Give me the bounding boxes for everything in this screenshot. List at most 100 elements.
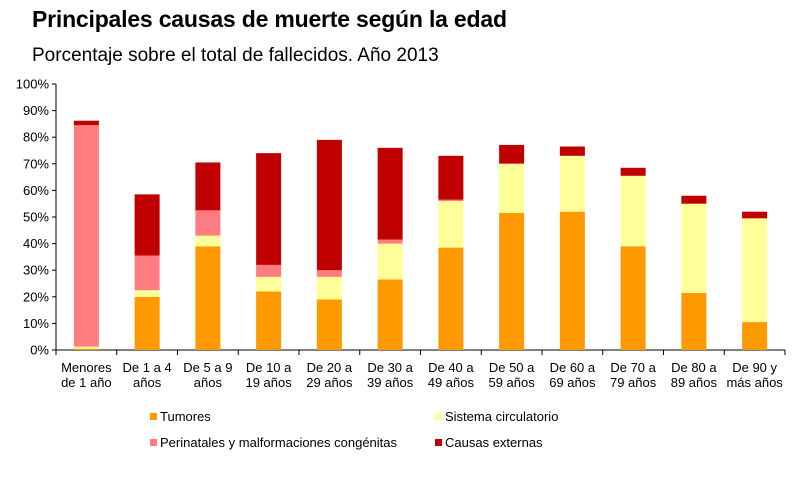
legend-label: Tumores [160, 409, 211, 424]
bar-segment [742, 211, 768, 219]
x-tick-label-line: De 90 y [732, 360, 777, 375]
bar-segment [134, 296, 160, 350]
x-tick-label: De 20 a 29 años [306, 360, 353, 390]
y-tick-label: 60% [23, 183, 49, 198]
bar-segment [73, 348, 99, 350]
bar-segment [195, 162, 221, 211]
bar-segment [73, 125, 99, 347]
x-tick-label: De 40 a 49 años [428, 360, 475, 390]
bar-segment [559, 155, 585, 212]
y-tick-label: 10% [23, 316, 49, 331]
x-tick-label-line: 59 años [488, 375, 535, 390]
bar-segment [438, 247, 464, 350]
y-tick-label: 100% [16, 77, 50, 92]
y-tick-label: 90% [23, 103, 49, 118]
bar-segment [742, 218, 768, 323]
bar-segment [316, 299, 342, 350]
bar-segment [256, 264, 282, 277]
x-tick-label-line: De 10 a [246, 360, 292, 375]
bar-segment [620, 175, 646, 247]
x-tick-label-line: 39 años [367, 375, 414, 390]
x-tick-label-line: 79 años [610, 375, 657, 390]
bar-segment [499, 144, 525, 164]
legend-label: Sistema circulatorio [445, 409, 558, 424]
x-tick-label: Menores de 1 año [61, 360, 112, 390]
y-tick-label: 80% [23, 130, 49, 145]
bar-segment [73, 346, 99, 349]
y-tick-label: 20% [23, 289, 49, 304]
bar-segment [438, 199, 464, 202]
x-tick-label-line: de 1 año [61, 375, 112, 390]
legend-swatch [435, 439, 442, 446]
legend-label: Perinatales y malformaciones congénitas [160, 435, 398, 450]
bar-segment [377, 239, 403, 244]
bar-segment [559, 211, 585, 350]
bar-segment [438, 201, 464, 248]
bar-segment [316, 276, 342, 300]
y-tick-label: 30% [23, 263, 49, 278]
bar-segment [681, 203, 707, 293]
bar-segment [316, 139, 342, 271]
x-tick-label: De 60 a 69 años [549, 360, 596, 390]
legend-swatch [435, 413, 442, 420]
chart-subtitle: Porcentaje sobre el total de fallecidos.… [32, 45, 439, 66]
y-tick-label: 50% [23, 210, 49, 225]
bar-segment [559, 146, 585, 156]
x-tick-label: De 80 a 89 años [671, 360, 718, 390]
x-tick-label-line: De 40 a [428, 360, 474, 375]
x-tick-label-line: 19 años [245, 375, 292, 390]
x-tick-label: De 70 a 79 años [610, 360, 657, 390]
x-tick-label: De 50 a 59 años [488, 360, 535, 390]
x-tick-label-line: De 60 a [550, 360, 596, 375]
x-tick-label-line: De 20 a [307, 360, 353, 375]
bar-segment [620, 246, 646, 350]
bar-segment [316, 270, 342, 277]
bar-segment [256, 153, 282, 265]
y-tick-label: 70% [23, 156, 49, 171]
x-tick-label: De 30 a 39 años [367, 360, 414, 390]
bar-stacks [73, 120, 768, 350]
bar-segment [134, 255, 160, 291]
legend-swatch [150, 413, 157, 420]
bar-segment [195, 235, 221, 247]
x-tick-label: De 90 y más años [726, 360, 783, 390]
bar-segment [73, 120, 99, 126]
x-tick-label-line: 69 años [549, 375, 596, 390]
chart-title: Principales causas de muerte según la ed… [32, 6, 507, 32]
bar-segment [620, 167, 646, 176]
x-tick-label-line: De 5 a 9 [183, 360, 232, 375]
bar-segment [499, 213, 525, 350]
x-tick-label-line: más años [726, 375, 783, 390]
y-tick-label: 40% [23, 236, 49, 251]
bar-segment [134, 194, 160, 256]
x-tick-label: De 1 a 4 años [123, 360, 172, 390]
bar-segment [195, 210, 221, 236]
x-tick-label: De 5 a 9 años [183, 360, 232, 390]
bar-segment [377, 243, 403, 280]
x-tick-label-line: De 70 a [610, 360, 656, 375]
legend-swatch [150, 439, 157, 446]
bar-segment [438, 155, 464, 200]
x-tick-label-line: 89 años [671, 375, 718, 390]
bar-segment [499, 163, 525, 214]
bar-segment [377, 279, 403, 350]
bar-segment [377, 147, 403, 240]
x-tick-label-line: De 1 a 4 [123, 360, 172, 375]
x-tick-label-line: 49 años [428, 375, 475, 390]
y-tick-label: 0% [30, 343, 49, 358]
legend: Tumores Sistema circulatorio Perinatales y… [150, 409, 558, 450]
legend-label: Causas externas [445, 435, 543, 450]
bar-segment [134, 290, 160, 297]
x-tick-label: De 10 a 19 años [245, 360, 292, 390]
bar-segment [256, 276, 282, 292]
bar-segment [681, 292, 707, 350]
y-axis: 0% 10% 20% 30% 40% 50% 60% 70% 80% 90% 100% [16, 77, 57, 358]
bar-segment [742, 322, 768, 350]
x-tick-label-line: De 80 a [671, 360, 717, 375]
x-tick-label-line: 29 años [306, 375, 353, 390]
x-tick-label-line: años [194, 375, 223, 390]
x-tick-label-line: De 30 a [367, 360, 413, 375]
x-tick-label-line: Menores [61, 360, 112, 375]
